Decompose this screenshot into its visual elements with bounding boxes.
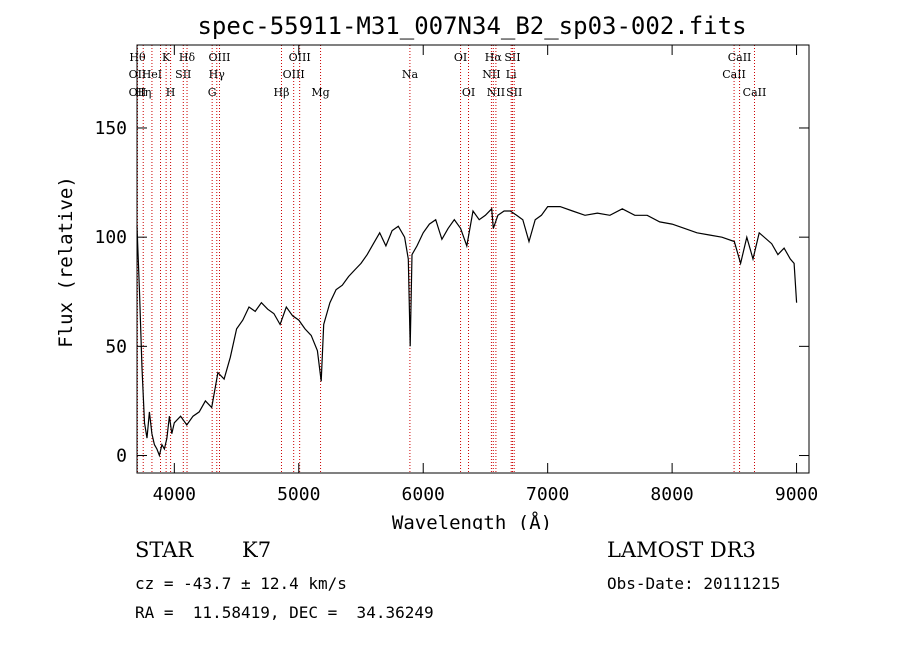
x-tick-label-4: 8000	[650, 484, 693, 505]
object-subclass: K7	[242, 538, 272, 562]
line-label-26-low: CaII	[743, 86, 767, 99]
spectrum-chart: spec-55911-M31_007N34_B2_sp03-002.fits H…	[55, 12, 818, 530]
line-label-11-low: Hβ	[274, 86, 290, 99]
line-label-9-mid: Hγ	[209, 68, 226, 81]
line-label-1-low: Hη	[135, 86, 151, 99]
obs-date-text: Obs-Date: 20111215	[607, 574, 781, 593]
axis-ticks: 4000 5000 6000 7000 8000 9000 0 50 100 150	[94, 45, 818, 505]
line-label-13-top: OIII	[289, 51, 311, 64]
spectrum-series	[136, 206, 798, 458]
y-tick-label-2: 100	[94, 227, 127, 248]
line-markers: HθOIIOIIHηHeIKHSIIHδGHγOIIIHβOIIIOIIIMgN…	[129, 45, 767, 473]
line-label-5-low: H	[166, 86, 176, 99]
y-axis-label: Flux (relative)	[55, 176, 77, 348]
line-label-23-low: SII	[506, 86, 522, 99]
object-class: STAR	[135, 538, 194, 562]
x-tick-label-3: 7000	[526, 484, 569, 505]
coordinates-text: RA = 11.58419, DEC = 34.36249	[135, 603, 434, 622]
line-label-6-mid: SII	[175, 68, 191, 81]
line-label-19-top: Hα	[485, 51, 503, 64]
survey-label: LAMOST DR3	[607, 538, 756, 562]
line-label-0-top: Hθ	[129, 51, 146, 64]
x-tick-label-0: 4000	[153, 484, 196, 505]
x-tick-label-1: 5000	[277, 484, 320, 505]
chart-title: spec-55911-M31_007N34_B2_sp03-002.fits	[197, 12, 746, 40]
line-label-22-top: SII	[504, 51, 520, 64]
line-label-21-mid: Li	[506, 68, 517, 81]
x-axis-label: Wavelength (Å)	[392, 511, 552, 530]
redshift-text: cz = -43.7 ± 12.4 km/s	[135, 574, 347, 593]
y-tick-label-1: 50	[105, 336, 127, 357]
x-tick-label-2: 6000	[402, 484, 445, 505]
line-label-14-low: Mg	[311, 86, 329, 99]
line-label-15-mid: Na	[402, 68, 419, 81]
line-label-25-top: CaII	[728, 51, 752, 64]
line-label-10-top: OIII	[208, 51, 230, 64]
line-label-4-top: K	[162, 51, 171, 64]
line-label-12-mid: OIII	[283, 68, 305, 81]
line-label-8-low: G	[208, 86, 217, 99]
line-label-7-top: Hδ	[179, 51, 196, 64]
line-label-2-mid: HeI	[142, 68, 162, 81]
line-label-16-top: OI	[454, 51, 467, 64]
y-tick-label-3: 150	[94, 118, 127, 139]
line-label-18-mid: NII	[482, 68, 500, 81]
y-tick-label-0: 0	[116, 446, 127, 467]
line-label-17-low: OI	[462, 86, 475, 99]
x-tick-label-5: 9000	[775, 484, 818, 505]
line-label-24-mid: CaII	[722, 68, 746, 81]
plot-frame	[136, 44, 810, 474]
line-label-20-low: NII	[487, 86, 505, 99]
spectrum-line-0	[136, 206, 798, 458]
